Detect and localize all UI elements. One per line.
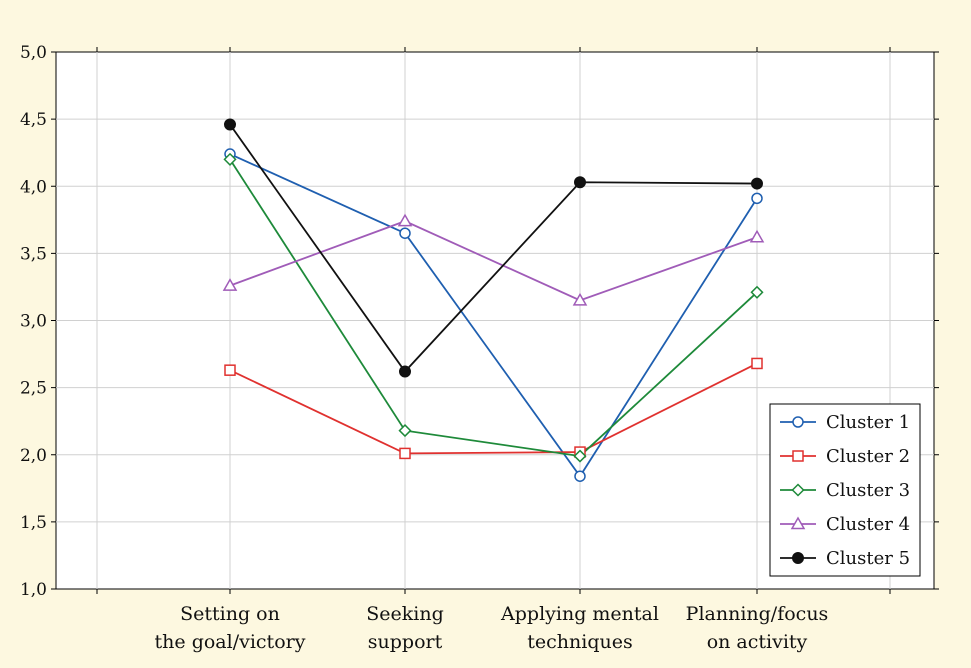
data-point	[750, 285, 764, 299]
legend-entry-label: Cluster 2	[826, 446, 910, 467]
x-axis: Setting on the goal/victory Seeking support…	[96, 47, 891, 653]
y-tick-label: 3,5	[20, 244, 47, 264]
series-line	[229, 158, 758, 458]
data-point	[224, 364, 236, 376]
y-tick-label: 4,0	[20, 177, 47, 197]
y-tick-label: 1,0	[20, 580, 47, 600]
legend-entry-label: Cluster 3	[826, 480, 910, 501]
y-tick-label: 5,0	[20, 43, 47, 63]
series-line	[229, 362, 758, 455]
legend-entry-label: Cluster 4	[826, 514, 910, 535]
series-line	[229, 220, 758, 302]
data-point	[790, 516, 806, 530]
data-point	[398, 424, 412, 438]
legend-entry-label: Cluster 5	[826, 548, 910, 569]
y-tick-label: 4,5	[20, 110, 47, 130]
data-point	[792, 552, 804, 564]
x-category-label: on activity	[707, 631, 808, 653]
y-axis: 1,0 1,5 2,0 2,5 3,0 3,5 4,0 4,5 5,0	[20, 43, 939, 600]
y-tick-label: 1,5	[20, 513, 47, 533]
legend: Cluster 1 Cluster 2 Cluster 3 Cluster 4 Clus…	[769, 403, 921, 577]
data-point	[751, 192, 763, 205]
legend-entry-label: Cluster 1	[826, 412, 910, 433]
y-tick-label: 2,5	[20, 379, 47, 399]
x-category-label: Planning/focus	[686, 603, 829, 625]
x-category-label: Applying mental	[500, 603, 659, 625]
data-point	[791, 483, 805, 497]
series-group	[222, 118, 765, 482]
y-tick-label: 2,0	[20, 446, 47, 466]
x-category-label: Seeking	[366, 603, 444, 625]
data-point	[397, 213, 413, 227]
x-category-label: support	[368, 631, 443, 653]
data-point	[792, 416, 804, 428]
data-point	[751, 357, 763, 370]
data-point	[792, 450, 804, 462]
data-point	[574, 470, 586, 482]
data-point	[574, 176, 586, 189]
data-point	[399, 365, 411, 378]
data-point	[749, 229, 765, 243]
data-point	[751, 177, 763, 190]
series-line	[229, 153, 758, 478]
series-line	[229, 123, 758, 373]
x-category-label: techniques	[527, 631, 632, 653]
data-point	[572, 292, 588, 306]
x-category-label: Setting on	[180, 603, 280, 625]
data-point	[399, 447, 411, 460]
data-point	[222, 278, 238, 291]
data-point	[223, 152, 237, 166]
data-point	[399, 227, 411, 239]
x-category-label: the goal/victory	[155, 631, 306, 653]
y-tick-label: 3,0	[20, 312, 47, 332]
data-point	[573, 449, 587, 463]
data-point	[224, 118, 236, 131]
